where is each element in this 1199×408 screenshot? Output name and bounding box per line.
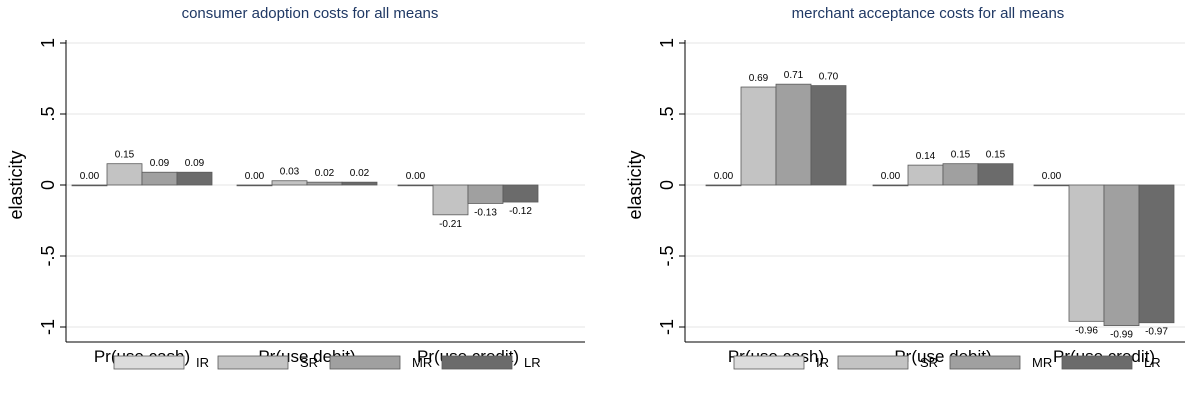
data-label: -0.99	[1110, 330, 1133, 341]
data-label: 0.15	[986, 150, 1006, 161]
chart-panel-consumer-adoption: consumer adoption costs for all means el…	[6, 5, 585, 370]
bar-mr	[467, 184, 504, 204]
bar-mr	[942, 163, 979, 186]
legend-label: LR	[524, 355, 541, 370]
legend-swatch-lr	[1061, 355, 1133, 370]
bar-ir	[397, 184, 434, 187]
data-label: 0.03	[280, 167, 300, 178]
y-tick-label: 1	[38, 38, 58, 48]
data-label: -0.97	[1145, 327, 1168, 338]
chart-title: merchant acceptance costs for all means	[792, 5, 1065, 22]
bar-lr	[1138, 184, 1175, 324]
y-tick-label: -.5	[657, 245, 677, 266]
chart-title: consumer adoption costs for all means	[182, 5, 439, 22]
data-label: 0.69	[749, 73, 769, 84]
data-label: 0.71	[784, 70, 804, 81]
legend-swatch-ir	[113, 355, 185, 370]
bar-lr	[341, 181, 378, 186]
bar-ir	[236, 184, 273, 187]
bar-ir	[71, 184, 108, 187]
bar-sr	[740, 86, 777, 186]
bar-sr	[271, 180, 308, 186]
bar-lr	[176, 171, 213, 186]
bar-lr	[502, 184, 539, 203]
data-label: -0.21	[439, 219, 462, 230]
legend-label: SR	[300, 355, 318, 370]
legend-label: MR	[412, 355, 432, 370]
bar-lr	[977, 163, 1014, 186]
data-label: -0.12	[509, 206, 532, 217]
legend-label: SR	[920, 355, 938, 370]
data-label: -0.96	[1075, 325, 1098, 336]
legend-label: MR	[1032, 355, 1052, 370]
data-label: 0.02	[315, 168, 335, 179]
data-label: 0.00	[881, 171, 901, 182]
chart-panel-merchant-acceptance: merchant acceptance costs for all means …	[625, 5, 1185, 370]
bar-sr	[907, 164, 944, 186]
legend-label: LR	[1144, 355, 1161, 370]
legend-swatch-sr	[217, 355, 289, 370]
y-tick-label: -1	[657, 319, 677, 335]
bar-sr	[432, 184, 469, 216]
y-tick-label: 0	[38, 180, 58, 190]
data-label: -0.13	[474, 207, 497, 218]
y-axis-label: elasticity	[625, 150, 645, 219]
data-label: 0.00	[406, 171, 426, 182]
legend-swatch-ir	[733, 355, 805, 370]
y-tick-label: .5	[657, 106, 677, 121]
legend-swatch-sr	[837, 355, 909, 370]
bar-mr	[306, 181, 343, 186]
bar-lr	[810, 85, 847, 186]
data-label: 0.00	[1042, 171, 1062, 182]
data-label: 0.00	[245, 171, 265, 182]
y-tick-label: -.5	[38, 245, 58, 266]
bar-sr	[1068, 184, 1105, 322]
data-label: 0.70	[819, 72, 839, 83]
bar-sr	[106, 163, 143, 186]
legend-label: IR	[196, 355, 209, 370]
bar-ir	[705, 184, 742, 187]
bar-mr	[1103, 184, 1140, 326]
y-axis-label: elasticity	[6, 150, 26, 219]
data-label: 0.14	[916, 151, 936, 162]
y-tick-label: .5	[38, 106, 58, 121]
y-tick-label: 0	[657, 180, 677, 190]
data-label: 0.00	[714, 171, 734, 182]
data-label: 0.15	[951, 150, 971, 161]
data-label: 0.09	[150, 158, 170, 169]
y-tick-label: -1	[38, 319, 58, 335]
legend-swatch-mr	[949, 355, 1021, 370]
bar-ir	[1033, 184, 1070, 187]
data-label: 0.00	[80, 171, 100, 182]
data-label: 0.15	[115, 150, 135, 161]
data-label: 0.09	[185, 158, 205, 169]
bar-ir	[872, 184, 909, 187]
legend-label: IR	[816, 355, 829, 370]
bar-mr	[775, 83, 812, 186]
legend-swatch-mr	[329, 355, 401, 370]
y-tick-label: 1	[657, 38, 677, 48]
bar-mr	[141, 171, 178, 186]
legend-swatch-lr	[441, 355, 513, 370]
data-label: 0.02	[350, 168, 370, 179]
